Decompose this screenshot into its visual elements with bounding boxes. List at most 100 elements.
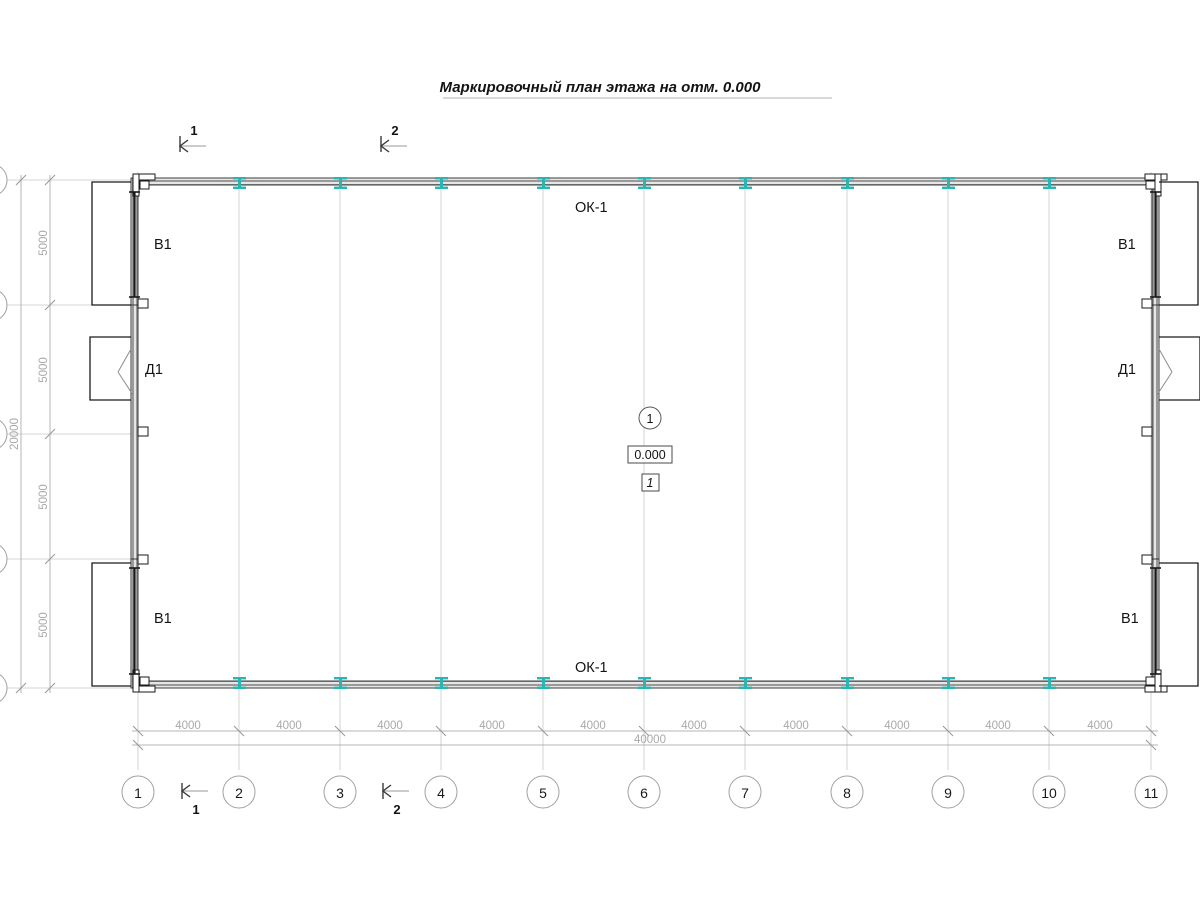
dimension-value: 4000 (985, 720, 1011, 732)
axis-bubble[interactable] (0, 418, 8, 450)
axis-label: 4 (437, 785, 445, 801)
column-i-beam (233, 677, 246, 689)
axis-bubble[interactable] (0, 672, 8, 704)
window-label-top: ОК-1 (575, 200, 608, 216)
window-label-bottom: ОК-1 (575, 660, 608, 676)
axis-label: 8 (843, 785, 851, 801)
axis-bubble[interactable]: 5 (526, 775, 560, 809)
dimension-chain-bottom: 4000 4000 4000 4000 4000 4000 4000 4000 … (132, 720, 1158, 751)
column-i-beam (638, 177, 651, 189)
dimension-value: 5000 (38, 484, 50, 510)
dimension-value: 4000 (276, 720, 302, 732)
column-i-beam (1043, 677, 1056, 689)
axis-bubble[interactable]: 11 (1134, 775, 1168, 809)
axis-label: 5 (539, 785, 547, 801)
element-labels: В1 В1 В1 В1 Д1 Д1 ОК-1 ОК-1 (145, 200, 1139, 676)
elevation-box (627, 445, 673, 464)
door-frame-left (89, 336, 131, 401)
wall-column-stubs (137, 298, 1153, 565)
axis-bubble[interactable]: 10 (1032, 775, 1066, 809)
center-markers: 1 0.000 1 (627, 406, 673, 492)
dimension-value: 5000 (38, 612, 50, 638)
section-marks-bottom: 1 2 (180, 783, 409, 817)
section-mark-label: 2 (391, 123, 398, 138)
column-i-beam (638, 677, 651, 689)
column-i-beam (739, 677, 752, 689)
dimension-value: 4000 (377, 720, 403, 732)
column-i-beam (537, 177, 550, 189)
dimension-value: 4000 (580, 720, 606, 732)
gate-label-top-right: В1 (1118, 237, 1136, 253)
column-i-beam (739, 177, 752, 189)
gate-label-bottom-left: В1 (154, 611, 172, 627)
column-i-beam (334, 177, 347, 189)
section-mark-label: 2 (393, 802, 400, 817)
dimension-total: 40000 (634, 734, 666, 746)
dimension-value: 4000 (175, 720, 201, 732)
axis-bubble[interactable]: 9 (931, 775, 965, 809)
axis-bubble[interactable] (0, 543, 8, 575)
column-i-beam (942, 677, 955, 689)
section-marks-top: 1 2 (178, 123, 407, 153)
column-i-beam (233, 177, 246, 189)
dimension-value: 5000 (38, 230, 50, 256)
dimension-chain-left: 5000 5000 5000 5000 20000 (9, 174, 56, 694)
axis-bubble[interactable]: 2 (222, 775, 256, 809)
building-envelope (130, 177, 1160, 689)
corner-columns (132, 173, 1168, 693)
dimension-value: 4000 (479, 720, 505, 732)
node-circle (638, 406, 662, 430)
axis-bubble[interactable]: 1 (121, 775, 155, 809)
gate-label-top-left: В1 (154, 237, 172, 253)
axis-bubble[interactable]: 4 (424, 775, 458, 809)
column-i-beam (435, 677, 448, 689)
column-i-beam (334, 677, 347, 689)
dimension-value: 4000 (783, 720, 809, 732)
axis-label: 3 (336, 785, 344, 801)
doors (89, 336, 1200, 401)
section-mark-label: 1 (190, 123, 197, 138)
column-i-beam (841, 177, 854, 189)
section-mark: 1 (180, 783, 208, 817)
door-swing-left (117, 348, 132, 373)
dimension-total: 20000 (9, 418, 21, 450)
wall-right-middle (1151, 304, 1160, 561)
door-label-right: Д1 (1118, 362, 1136, 378)
axis-label: 9 (944, 785, 952, 801)
node-circle-label: 1 (647, 412, 654, 426)
axis-bubble[interactable]: 7 (728, 775, 762, 809)
steel-columns-top (233, 177, 1056, 189)
wall-left-middle (130, 304, 139, 561)
elevation-value: 0.000 (634, 448, 665, 462)
gates (91, 181, 1199, 687)
node-box (641, 473, 660, 492)
gate-leaf-bottom-left (91, 562, 131, 687)
dimension-value: 4000 (884, 720, 910, 732)
axis-label: 6 (640, 785, 648, 801)
axis-label: 11 (1144, 785, 1159, 801)
section-mark: 2 (381, 783, 409, 817)
axis-bubble[interactable] (0, 289, 8, 321)
axis-bubble[interactable]: 3 (323, 775, 357, 809)
door-swing-right (1158, 348, 1173, 373)
gate-leaf-top-left (91, 181, 131, 306)
gate-leaf-top-right (1159, 181, 1199, 306)
section-mark: 1 (178, 123, 206, 153)
axis-bubble[interactable] (0, 164, 8, 196)
column-i-beam (1043, 177, 1056, 189)
axis-bubbles-left (0, 164, 8, 704)
axis-bubble[interactable]: 8 (830, 775, 864, 809)
drawing-title: Маркировочный план этажа на отм. 0.000 (440, 79, 832, 99)
door-label-left: Д1 (145, 362, 163, 378)
column-i-beam (435, 177, 448, 189)
axis-bubble[interactable]: 6 (627, 775, 661, 809)
dimension-value: 5000 (38, 357, 50, 383)
section-mark-label: 1 (192, 802, 199, 817)
column-i-beam (841, 677, 854, 689)
axis-label: 2 (235, 785, 243, 801)
column-i-beam (537, 677, 550, 689)
node-box-label: 1 (647, 476, 654, 490)
grid-lines (0, 172, 1152, 770)
dimension-value: 4000 (1087, 720, 1113, 732)
